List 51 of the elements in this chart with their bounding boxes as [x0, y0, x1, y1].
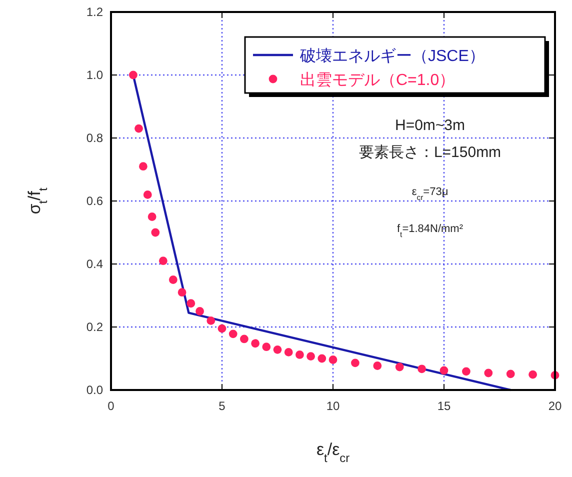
point: [395, 362, 404, 372]
point: [484, 368, 493, 378]
x-tick-label: 0: [108, 399, 115, 413]
y-tick-label: 0.2: [86, 320, 104, 334]
legend-label: 破壊エネルギー（JSCE）: [299, 47, 485, 65]
point: [186, 299, 196, 308]
point: [328, 356, 338, 364]
point: [462, 367, 470, 376]
x-tick-label: 15: [437, 399, 451, 413]
y-tick-label: 0.0: [86, 383, 104, 397]
y-tick-label: 0.8: [86, 131, 104, 145]
point: [318, 354, 326, 363]
y-tick-label: 1.2: [86, 5, 104, 19]
point: [296, 350, 304, 359]
point: [351, 358, 360, 368]
x-tick-label: 5: [218, 399, 226, 413]
point: [143, 190, 152, 199]
point: [158, 256, 168, 266]
point: [134, 124, 143, 133]
point: [228, 330, 238, 338]
point: [240, 334, 248, 344]
legend-label: 出雲モデル（C=1.0）: [300, 71, 456, 89]
y-tick-label: 0.4: [86, 257, 104, 271]
annotation: 要素長さ：L=150mm: [358, 144, 502, 161]
point: [148, 212, 156, 221]
point: [178, 288, 186, 297]
point: [206, 316, 216, 325]
x-tick-label: 10: [326, 399, 340, 413]
point: [138, 162, 148, 171]
y-tick-label: 1.0: [86, 68, 104, 82]
point: [306, 352, 315, 360]
point: [151, 228, 160, 237]
annotation: f$_{t}$=1.84N/mm²: [396, 223, 464, 238]
point: [262, 342, 271, 352]
y-tick-label: 0.6: [86, 194, 104, 208]
annotation: H=0m~3m: [394, 117, 466, 134]
x-axis-title: ε$_{t}$/ε$_{cr}$: [316, 440, 350, 465]
point: [528, 370, 537, 379]
point: [284, 348, 293, 356]
point: [373, 362, 382, 370]
point: [251, 339, 260, 348]
x-tick-label: 20: [548, 399, 562, 413]
point: [129, 70, 138, 80]
point: [168, 276, 178, 284]
point: [218, 324, 226, 333]
point: [506, 370, 515, 378]
point: [273, 345, 282, 354]
annotation: ε$_{cr}$=73μ: [412, 186, 448, 202]
point: [440, 366, 448, 375]
point: [196, 307, 204, 316]
point: [418, 364, 426, 374]
